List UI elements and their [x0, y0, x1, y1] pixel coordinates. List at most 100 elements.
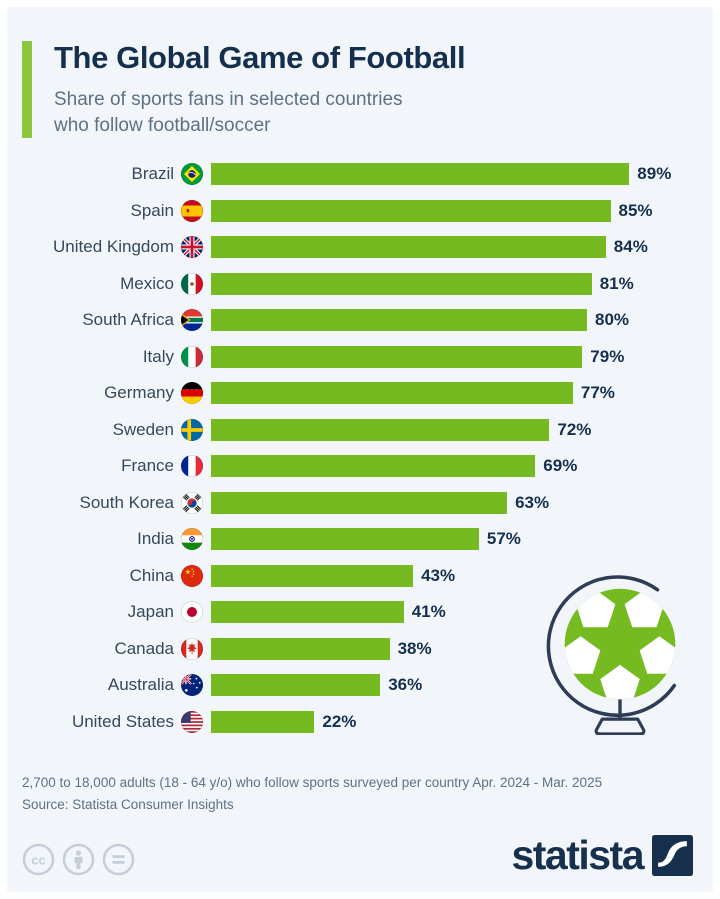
bar	[211, 382, 573, 404]
flag-australia-icon	[181, 674, 203, 696]
attribution-license-icon[interactable]	[62, 843, 95, 876]
subtitle-line-2: who follow football/soccer	[54, 114, 271, 136]
bar-chart: Brazil 89% Spain 85% United Kingdom 84% …	[7, 163, 713, 736]
country-label: United States	[71, 711, 174, 731]
value-label: 38%	[397, 638, 432, 658]
country-label: South Africa	[82, 310, 174, 329]
country-label: Japan	[127, 602, 174, 621]
flag-sweden-icon	[181, 418, 203, 441]
bar-rows: Brazil 89% Spain 85% United Kingdom 84% …	[22, 163, 713, 733]
country-label: India	[137, 529, 174, 548]
bar-row: South Korea 63%	[22, 491, 713, 514]
country-label: Canada	[114, 638, 174, 658]
flag-south-africa-icon	[181, 309, 203, 331]
bar-row: Italy 79%	[22, 345, 713, 368]
flag-japan-icon	[181, 601, 203, 623]
bar	[211, 418, 550, 441]
flag-france-icon	[181, 455, 203, 477]
value-label: 43%	[421, 565, 456, 585]
bar	[211, 272, 592, 295]
value-label: 84%	[613, 237, 648, 256]
bar	[211, 637, 390, 660]
source-note: Source: Statista Consumer Insights	[22, 796, 234, 812]
bar	[211, 163, 630, 185]
cc-license-icon[interactable]: cc	[22, 843, 55, 876]
value-label: 81%	[599, 273, 634, 293]
value-label: 41%	[411, 602, 446, 621]
survey-note: 2,700 to 18,000 adults (18 - 64 y/o) who…	[22, 775, 603, 790]
value-label: 85%	[618, 200, 653, 220]
flag-south-korea-icon	[181, 491, 203, 514]
bar-row: China 43%	[22, 564, 713, 587]
bar	[211, 309, 587, 331]
bar-row: Brazil 89%	[22, 163, 713, 185]
bar	[211, 236, 606, 258]
bar-row: India 57%	[22, 528, 713, 550]
country-label: Australia	[107, 675, 174, 694]
bar-row: Australia 36%	[22, 674, 713, 696]
country-label: China	[129, 565, 174, 585]
country-label: Sweden	[112, 419, 174, 439]
bar-row: France 69%	[22, 455, 713, 477]
bar	[211, 455, 536, 477]
bar	[211, 491, 508, 514]
value-label: 80%	[595, 310, 630, 329]
statista-logo-mark-icon	[652, 835, 693, 877]
value-label: 57%	[486, 529, 521, 548]
country-label: Brazil	[131, 164, 174, 183]
flag-india-icon	[181, 528, 203, 550]
bar-row: United States 22%	[22, 710, 713, 733]
bar-row: Germany 77%	[22, 382, 713, 404]
globe-football-icon	[541, 567, 699, 736]
flag-canada-icon	[181, 637, 203, 660]
value-label: 77%	[580, 383, 615, 402]
flag-united-states-icon	[181, 710, 203, 733]
value-label: 89%	[637, 164, 672, 183]
accent-bar	[22, 41, 32, 138]
country-label: Mexico	[120, 273, 174, 293]
bar	[211, 674, 381, 696]
bottom-bar: cc statista	[7, 815, 713, 879]
country-label: Italy	[142, 346, 174, 366]
flag-united-kingdom-icon	[181, 236, 203, 258]
bar-row: Japan 41%	[22, 601, 713, 623]
header: The Global Game of Football Share of spo…	[7, 7, 713, 138]
flag-germany-icon	[181, 382, 203, 404]
bar-row: Canada 38%	[22, 637, 713, 660]
flag-mexico-icon	[181, 272, 203, 295]
flag-china-icon	[181, 564, 203, 587]
flag-spain-icon	[181, 199, 203, 222]
value-label: 22%	[322, 711, 357, 731]
bar-row: Spain 85%	[22, 199, 713, 222]
bar	[211, 528, 479, 550]
infographic-card: The Global Game of Football Share of spo…	[7, 7, 713, 892]
bar	[211, 199, 611, 222]
country-label: United Kingdom	[53, 237, 174, 256]
country-label: South Korea	[79, 492, 174, 512]
bar	[211, 710, 315, 733]
no-derivatives-license-icon[interactable]	[102, 843, 135, 876]
bar	[211, 564, 414, 587]
country-label: Germany	[104, 383, 174, 402]
statista-wordmark: statista	[511, 832, 644, 879]
bar-row: United Kingdom 84%	[22, 236, 713, 258]
value-label: 36%	[388, 675, 423, 694]
bar	[211, 601, 404, 623]
subtitle: Share of sports fans in selected countri…	[54, 87, 465, 138]
bar-row: Mexico 81%	[22, 272, 713, 295]
svg-text:cc: cc	[31, 853, 45, 868]
statista-logo[interactable]: statista	[511, 832, 693, 879]
bar-row: Sweden 72%	[22, 418, 713, 441]
license-icons: cc	[22, 843, 135, 876]
value-label: 69%	[543, 456, 578, 475]
value-label: 72%	[557, 419, 592, 439]
bar-row: South Africa 80%	[22, 309, 713, 331]
flag-brazil-icon	[181, 163, 203, 185]
country-label: Spain	[130, 200, 174, 220]
footnote: 2,700 to 18,000 adults (18 - 64 y/o) who…	[7, 747, 713, 815]
value-label: 79%	[590, 346, 625, 366]
country-label: France	[121, 456, 174, 475]
flag-italy-icon	[181, 345, 203, 368]
value-label: 63%	[515, 492, 550, 512]
subtitle-line-1: Share of sports fans in selected countri…	[54, 89, 403, 111]
